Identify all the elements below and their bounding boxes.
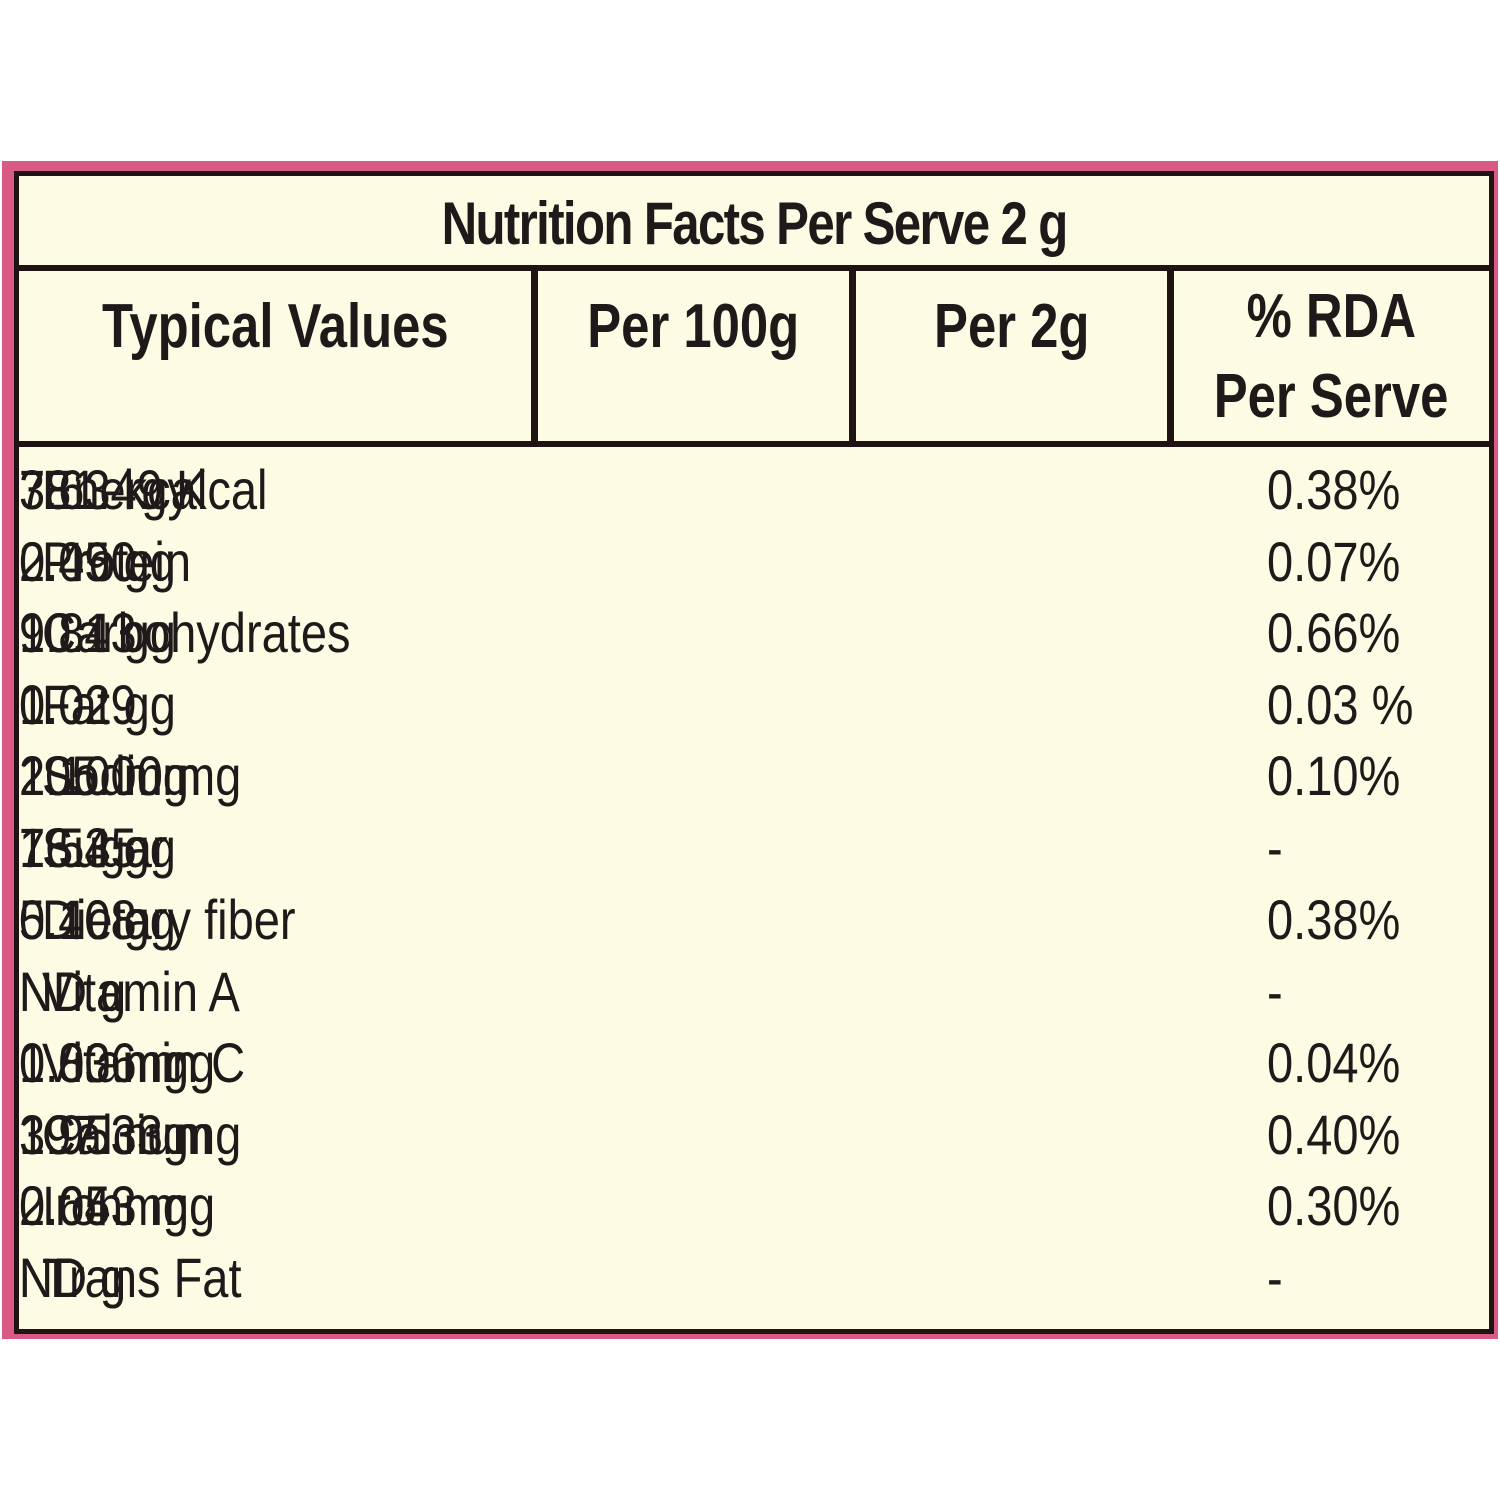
nutrient-name: Dietary fiber xyxy=(42,888,296,951)
nutrient-name: Fat xyxy=(42,673,110,736)
value-rda: 0.30% xyxy=(1267,1174,1401,1237)
value-per-2g: 0.050 g xyxy=(19,530,176,593)
header-typical-label: Typical Values xyxy=(101,292,449,361)
nutrition-facts-panel: Nutrition Facts Per Serve 2 g Typical Va… xyxy=(14,171,1494,1334)
value-rda: 0.07% xyxy=(1267,530,1401,593)
value-per-100g: 1.80 mg xyxy=(19,1031,189,1094)
value-per-2g: ND g xyxy=(19,960,127,1023)
value-per-100g: ND g xyxy=(19,960,127,1023)
value-rda: - xyxy=(1267,1246,1283,1309)
header-per-2g: Per 2g xyxy=(856,271,1174,441)
table-row: Fat 1.02 g 0.029 g 0.03 % xyxy=(19,669,1489,741)
value-rda: 0.38% xyxy=(1267,458,1401,521)
table-row: Sugar 76.45 g 1.53 g - xyxy=(19,812,1489,884)
nutrient-name: Carbohydrates xyxy=(42,601,351,664)
value-rda: 0.66% xyxy=(1267,601,1401,664)
header-per-100g: Per 100g xyxy=(538,271,856,441)
header-rda: % RDA Per Serve xyxy=(1174,271,1489,441)
table-row: Trans Fat ND g ND g- xyxy=(19,1242,1489,1314)
value-rda: - xyxy=(1267,960,1283,1023)
header-rda-line2: Per Serve xyxy=(1214,362,1449,431)
table-row: Sodium 105.00 mg 2.10 mg 0.10% xyxy=(19,740,1489,812)
value-per-100g: 90.43 g xyxy=(19,601,176,664)
nutrient-name: Protein xyxy=(42,530,192,593)
value-per-2g: ND g xyxy=(19,1246,127,1309)
header-rda-line1: % RDA xyxy=(1246,282,1417,351)
value-rda: 0.03 % xyxy=(1267,673,1414,736)
value-per-2g: 0.053 mg xyxy=(19,1174,216,1237)
table-row: Vitamin C 1.80 mg 0.036 mg 0.04% xyxy=(19,1027,1489,1099)
table-row: Energy 381.49 Kcal 7.63 kcal 0.38% xyxy=(19,454,1489,526)
table-row: Dietary fiber 5.40 g 0.108 g 0.38% xyxy=(19,884,1489,956)
table-row: Protein 2.49 g 0.050 g 0.07% xyxy=(19,526,1489,598)
table-row: Iron 2.64 mg 0.053 mg 0.30% xyxy=(19,1170,1489,1242)
value-per-100g: 2.64 mg xyxy=(19,1174,189,1237)
nutrition-title: Nutrition Facts Per Serve 2 g xyxy=(441,190,1068,257)
value-per-100g: 105.00 mg xyxy=(19,744,242,807)
nutrient-name: Trans Fat xyxy=(42,1246,242,1309)
value-per-2g: 1.81 g xyxy=(19,601,150,664)
nutrient-name: Sodium xyxy=(42,744,202,807)
value-per-2g: 0.036 mg xyxy=(19,1031,216,1094)
nutrient-name: Vitamin A xyxy=(42,960,240,1023)
value-per-2g: 2.10 mg xyxy=(19,744,189,807)
value-per-2g: 3.95 mg xyxy=(19,1103,189,1166)
nutrient-name: Energy xyxy=(42,458,192,521)
value-rda: 0.40% xyxy=(1267,1103,1401,1166)
value-rda: 0.38% xyxy=(1267,888,1401,951)
value-per-100g: 1.02 g xyxy=(19,673,150,736)
value-per-100g: 197.33 mg xyxy=(19,1103,242,1166)
table-row: Calcium 197.33 mg 3.95 mg 0.40% xyxy=(19,1099,1489,1171)
table-row: Vitamin A ND g ND g- xyxy=(19,956,1489,1028)
value-per-2g: 1.53 g xyxy=(19,816,150,879)
value-per-100g: 76.45 g xyxy=(19,816,176,879)
nutrient-name: Iron xyxy=(42,1174,124,1237)
value-per-100g: 5.40 g xyxy=(19,888,150,951)
header-per-100g-label: Per 100g xyxy=(587,292,800,361)
header-typical-values: Typical Values xyxy=(19,271,538,441)
value-rda: 0.10% xyxy=(1267,744,1401,807)
header-per-2g-label: Per 2g xyxy=(933,292,1090,361)
value-rda: - xyxy=(1267,816,1283,879)
value-per-100g: 381.49 Kcal xyxy=(19,458,268,521)
label-outer-frame: Nutrition Facts Per Serve 2 g Typical Va… xyxy=(2,161,1498,1339)
nutrition-title-row: Nutrition Facts Per Serve 2 g xyxy=(19,176,1489,271)
value-per-2g: 0.108 g xyxy=(19,888,176,951)
value-per-2g: 0.029 g xyxy=(19,673,176,736)
nutrient-name: Vitamin C xyxy=(42,1031,246,1094)
table-header-row: Typical Values Per 100g Per 2g % RDA Per… xyxy=(19,271,1489,447)
value-rda: 0.04% xyxy=(1267,1031,1401,1094)
value-per-100g: 2.49 g xyxy=(19,530,150,593)
value-per-2g: 7.63 kcal xyxy=(19,458,208,521)
table-row: Carbohydrates 90.43 g 1.81 g 0.66% xyxy=(19,597,1489,669)
nutrient-name: Sugar xyxy=(42,816,168,879)
value-per-100g: ND g xyxy=(19,1246,127,1309)
nutrient-name: Calcium xyxy=(42,1103,212,1166)
